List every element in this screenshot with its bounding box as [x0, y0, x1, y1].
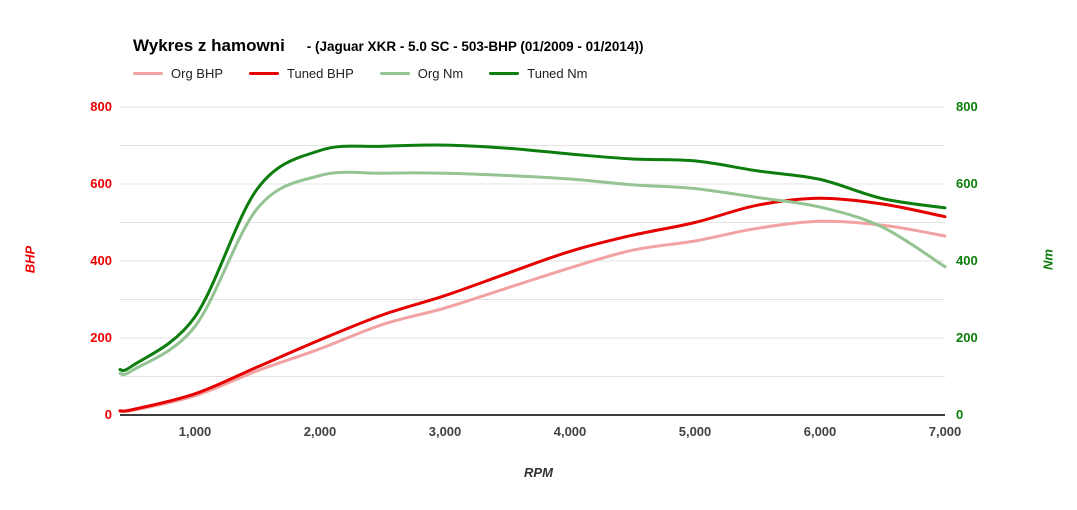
x-axis-tick: 4,000 — [553, 424, 587, 439]
y-axis-left-title: BHP — [22, 245, 38, 274]
y-axis-left-tick: 400 — [90, 253, 112, 268]
series-line-tuned-nm — [118, 143, 947, 373]
chart-legend: Org BHP Tuned BHP Org Nm Tuned Nm — [133, 66, 587, 81]
legend-item-tuned-nm[interactable]: Tuned Nm — [489, 66, 587, 81]
chart-header: Wykres z hamowni - (Jaguar XKR - 5.0 SC -… — [133, 36, 643, 56]
legend-label-tuned-bhp: Tuned BHP — [287, 66, 354, 81]
series-line-org-bhp — [118, 219, 947, 414]
y-axis-right-tick: 600 — [956, 176, 978, 191]
x-axis-tick: 5,000 — [678, 424, 712, 439]
y-axis-left-tick: 200 — [90, 330, 112, 345]
y-axis-right-tick: 800 — [956, 99, 978, 114]
y-axis-right-tick: 0 — [956, 407, 964, 422]
y-axis-left-tick: 800 — [90, 99, 112, 114]
y-axis-right-tick: 400 — [956, 253, 978, 268]
series-line-tuned-bhp — [118, 196, 947, 413]
y-axis-right-tick: 200 — [956, 330, 978, 345]
y-axis-right-title: Nm — [1040, 249, 1056, 270]
tuned-bhp-line-swatch-icon — [249, 72, 280, 75]
tuned-nm-line-swatch-icon — [489, 72, 520, 75]
x-axis-tick: 7,000 — [928, 424, 962, 439]
x-axis-tick: 6,000 — [803, 424, 837, 439]
legend-item-org-bhp[interactable]: Org BHP — [133, 66, 223, 81]
legend-label-tuned-nm: Tuned Nm — [527, 66, 588, 81]
x-axis-title: RPM — [524, 465, 553, 480]
page-subtitle: - (Jaguar XKR - 5.0 SC - 503-BHP (01/200… — [306, 39, 644, 54]
legend-item-org-nm[interactable]: Org Nm — [379, 66, 464, 81]
legend-label-org-bhp: Org BHP — [171, 66, 224, 81]
org-bhp-line-swatch-icon — [133, 72, 163, 75]
y-axis-left-tick: 600 — [90, 176, 112, 191]
x-axis-tick: 3,000 — [428, 424, 462, 439]
series-line-org-nm — [118, 170, 947, 377]
legend-item-tuned-bhp[interactable]: Tuned BHP — [249, 66, 354, 81]
page-title: Wykres z hamowni — [133, 36, 285, 55]
org-nm-line-swatch-icon — [379, 72, 410, 75]
legend-label-org-nm: Org Nm — [417, 66, 464, 81]
y-axis-left-tick: 0 — [104, 407, 112, 422]
x-axis-tick: 2,000 — [303, 424, 337, 439]
x-axis-tick: 1,000 — [178, 424, 212, 439]
